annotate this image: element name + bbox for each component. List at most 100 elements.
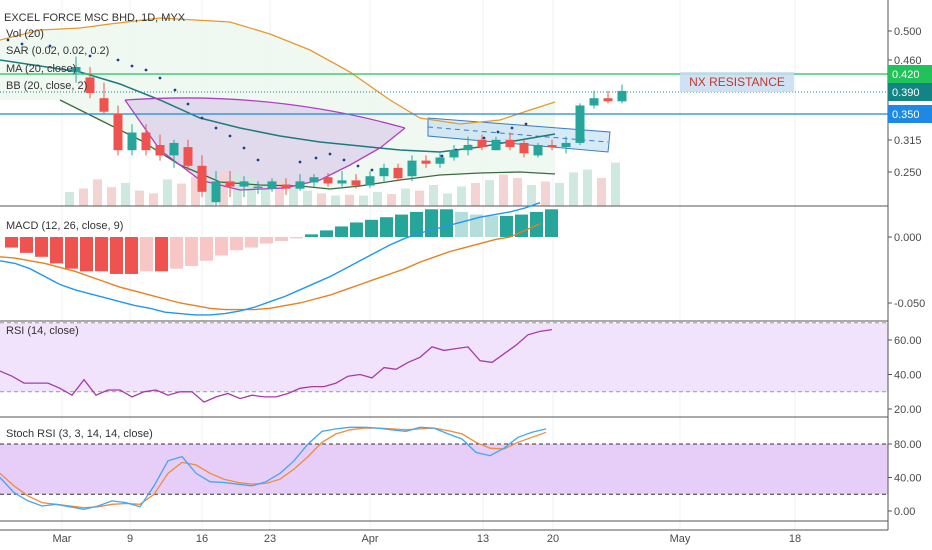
volume-bar <box>261 182 270 206</box>
macd-histogram-bar <box>20 237 33 253</box>
macd-histogram-bar <box>245 237 258 248</box>
volume-bars <box>65 162 620 206</box>
volume-bar <box>275 180 284 206</box>
macd-line <box>0 202 541 316</box>
macd-indicator-label[interactable]: MACD (12, 26, close, 9) <box>6 220 123 232</box>
volume-bar <box>163 179 172 206</box>
rsi-line <box>0 328 553 403</box>
time-tick-label: 9 <box>127 533 133 545</box>
volume-bar <box>317 193 326 206</box>
volume-bar <box>485 180 494 206</box>
macd-histogram-bar <box>320 230 333 237</box>
sar-dot <box>158 76 162 80</box>
time-tick-label: 16 <box>196 533 208 545</box>
stoch-tick-label: 80.00 <box>894 439 922 451</box>
candle-body <box>379 167 389 177</box>
volume-bar <box>541 181 550 206</box>
price-pane[interactable]: NX RESISTANCE <box>0 17 888 218</box>
volume-bar <box>569 172 578 206</box>
sar-dot <box>186 102 190 106</box>
macd-histogram-bar <box>545 209 558 237</box>
candle-body <box>463 145 473 151</box>
macd-histogram-bar <box>50 237 63 264</box>
right-axis-ticks: 0.500 0.460 0.315 0.250 0.000 -0.050 60.00 40.0… <box>888 26 925 518</box>
macd-histogram-bar <box>485 215 498 237</box>
volume-bar <box>499 174 508 206</box>
candle-body <box>603 98 613 102</box>
ma-indicator-label[interactable]: MA (20, close) <box>6 63 76 75</box>
macd-histogram-bar <box>290 237 303 239</box>
volume-bar <box>65 192 74 206</box>
macd-histogram-bar <box>260 237 273 244</box>
nx-resistance-box <box>680 72 794 92</box>
volume-bar <box>611 162 620 206</box>
time-tick-label: 23 <box>264 533 276 545</box>
sar-dot <box>228 134 232 138</box>
price-tick-label: 0.500 <box>894 26 922 38</box>
price-level-tag <box>888 83 932 101</box>
sar-dot <box>328 152 332 156</box>
candle-body <box>533 145 543 156</box>
volume-bar <box>121 182 130 206</box>
macd-histogram-bar <box>305 234 318 237</box>
stoch-indicator-label[interactable]: Stoch RSI (3, 3, 14, 14, close) <box>6 428 153 440</box>
price-level-tag <box>888 65 932 83</box>
candle-body <box>309 177 319 183</box>
sar-dot <box>314 156 318 160</box>
candle-body <box>267 181 277 189</box>
sar-dot <box>298 160 302 164</box>
volume-bar <box>527 185 536 206</box>
sar-dot <box>200 116 204 120</box>
macd-histogram-bar <box>455 211 468 237</box>
macd-histogram-bar <box>335 226 348 237</box>
price-tick-label: 0.250 <box>894 167 922 179</box>
sar-indicator-label[interactable]: SAR (0.02, 0.02, 0.2) <box>6 45 109 57</box>
macd-histogram-bar <box>200 237 213 261</box>
bb-indicator-label[interactable]: BB (20, close, 2) <box>6 80 87 92</box>
volume-bar <box>443 193 452 206</box>
sar-dot <box>510 126 514 130</box>
sar-dot <box>342 158 346 162</box>
candle-body <box>253 186 263 189</box>
stoch-band <box>0 444 888 495</box>
volume-bar <box>107 187 116 206</box>
volume-bar <box>471 182 480 206</box>
volume-bar <box>331 195 340 206</box>
vol-indicator-label[interactable]: Vol (20) <box>6 28 44 40</box>
volume-bar <box>149 193 158 206</box>
sar-dot <box>256 158 260 162</box>
candle-body <box>547 145 557 148</box>
macd-histogram-bar <box>365 219 378 237</box>
time-axis-ticks[interactable]: Mar 9 16 23 Apr 13 20 May 18 <box>53 533 802 545</box>
candle-body <box>113 113 123 151</box>
volume-bar <box>597 178 606 206</box>
rsi-band <box>0 322 888 392</box>
volume-bar <box>177 183 186 206</box>
rsi-pane[interactable] <box>0 322 888 403</box>
sar-dot <box>440 154 444 158</box>
candle-body <box>323 177 333 184</box>
sar-dot <box>496 130 500 134</box>
volume-bar <box>513 178 522 206</box>
macd-tick-label: -0.050 <box>894 298 925 310</box>
volume-bar <box>289 186 298 206</box>
sar-dot <box>144 68 148 72</box>
sar-dot <box>482 136 486 140</box>
candle-body <box>365 176 375 186</box>
macd-histogram-bar <box>380 217 393 237</box>
macd-histogram-bar <box>425 209 438 237</box>
macd-pane[interactable] <box>0 202 558 316</box>
bollinger-upper-line <box>0 17 556 125</box>
volume-bar <box>555 182 564 206</box>
candle-body <box>197 165 207 192</box>
rsi-indicator-label[interactable]: RSI (14, close) <box>6 325 79 337</box>
sar-dot <box>20 42 24 46</box>
time-tick-label: 13 <box>477 533 489 545</box>
macd-histogram-bar <box>275 237 288 241</box>
volume-bar <box>415 190 424 206</box>
macd-histogram-bar <box>170 237 183 269</box>
stoch-rsi-pane[interactable] <box>0 426 888 510</box>
macd-histogram-bar <box>440 209 453 237</box>
macd-histogram-bar <box>125 237 138 274</box>
